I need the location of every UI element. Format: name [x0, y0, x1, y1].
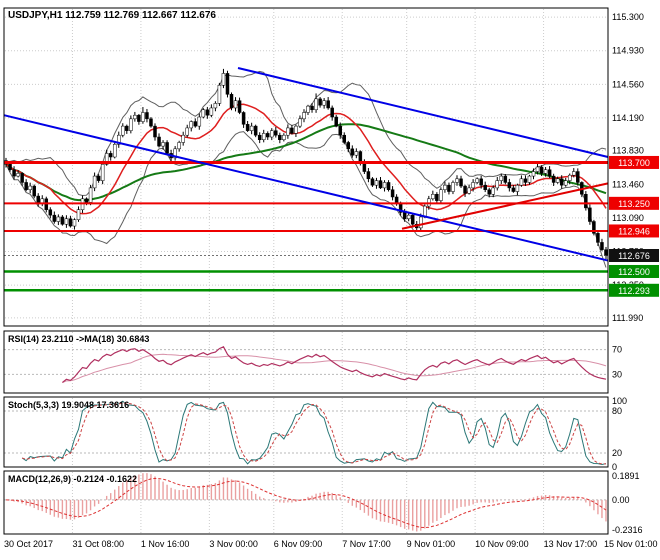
- price-tick-label: 113.460: [612, 179, 644, 189]
- rsi-pane: 70 30: [4, 345, 622, 383]
- stoch-axis-label: 20: [612, 448, 622, 458]
- stoch-axis-label: 100: [612, 396, 627, 406]
- price-level-boxes: 113.700 113.250 112.946 112.500 112.293 112.6…: [609, 155, 659, 297]
- time-tick-label: 9 Nov 01:00: [407, 539, 456, 549]
- time-tick-label: 13 Nov 17:00: [544, 539, 598, 549]
- price-tick-label: 114.190: [612, 113, 644, 123]
- price-box-label: 112.676: [618, 251, 650, 261]
- macd-axis-label: 0.00: [612, 495, 630, 505]
- time-tick-label: 7 Nov 17:00: [342, 539, 391, 549]
- rsi-axis-label: 30: [612, 369, 622, 379]
- time-tick-label: 1 Nov 16:00: [141, 539, 190, 549]
- price-box: [609, 248, 659, 262]
- price-box: [609, 224, 659, 238]
- price-box: [609, 283, 659, 297]
- rsi-indicator-label: RSI(14) 23.2110 ->MA(18) 30.6843: [8, 334, 150, 344]
- price-box-label: 113.250: [618, 199, 650, 209]
- price-tick-label: 115.300: [612, 12, 644, 22]
- pane-borders: [3, 7, 609, 535]
- descending-channel-lower[interactable]: [3, 114, 609, 262]
- time-tick-label: 30 Oct 2017: [4, 539, 53, 549]
- macd-axis-label: 0.1891: [612, 471, 640, 481]
- time-tick-label: 6 Nov 09:00: [274, 539, 323, 549]
- stoch-axis-label: 0: [612, 462, 617, 472]
- time-tick-label: 31 Oct 08:00: [72, 539, 124, 549]
- stoch-axis-label: 80: [612, 406, 622, 416]
- time-tick-label: 15 Nov 01:00: [604, 539, 658, 549]
- moving-averages: [5, 103, 607, 215]
- price-box-label: 112.293: [618, 286, 650, 296]
- horizontal-levels[interactable]: [4, 160, 608, 292]
- price-box: [609, 196, 659, 210]
- time-tick-label: 10 Nov 09:00: [475, 539, 529, 549]
- price-tick-label: 113.830: [612, 146, 644, 156]
- price-box-label: 113.700: [618, 158, 650, 168]
- price-box: [609, 155, 659, 169]
- descending-channel-upper[interactable]: [237, 66, 609, 158]
- macd-pane: 0.1891 0.00 -0.2316: [4, 471, 643, 535]
- macd-indicator-label: MACD(12,26,9) -0.2124 -0.1622: [8, 474, 138, 484]
- price-tick-label: 114.560: [612, 79, 644, 89]
- price-box-label: 112.500: [618, 267, 650, 277]
- price-tick-label: 111.990: [612, 313, 643, 323]
- candles-layer: [4, 68, 608, 260]
- rsi-axis-label: 70: [612, 345, 622, 355]
- trendlines[interactable]: [3, 66, 609, 262]
- broken-support-trendline[interactable]: [401, 182, 609, 230]
- stoch-indicator-label: Stoch(5,3,3) 19.9048 17.3616: [8, 400, 130, 410]
- price-tick-label: 113.090: [612, 213, 644, 223]
- price-box: [609, 264, 659, 278]
- time-axis: 30 Oct 2017 31 Oct 08:00 1 Nov 16:00 3 Nov …: [4, 539, 658, 549]
- price-tick-label: 114.930: [612, 46, 644, 56]
- time-tick-label: 3 Nov 00:00: [209, 539, 258, 549]
- chart-title: USDJPY,H1 112.759 112.769 112.667 112.67…: [8, 10, 216, 21]
- macd-axis-label: -0.2316: [612, 525, 643, 535]
- price-box-label: 112.946: [618, 226, 650, 236]
